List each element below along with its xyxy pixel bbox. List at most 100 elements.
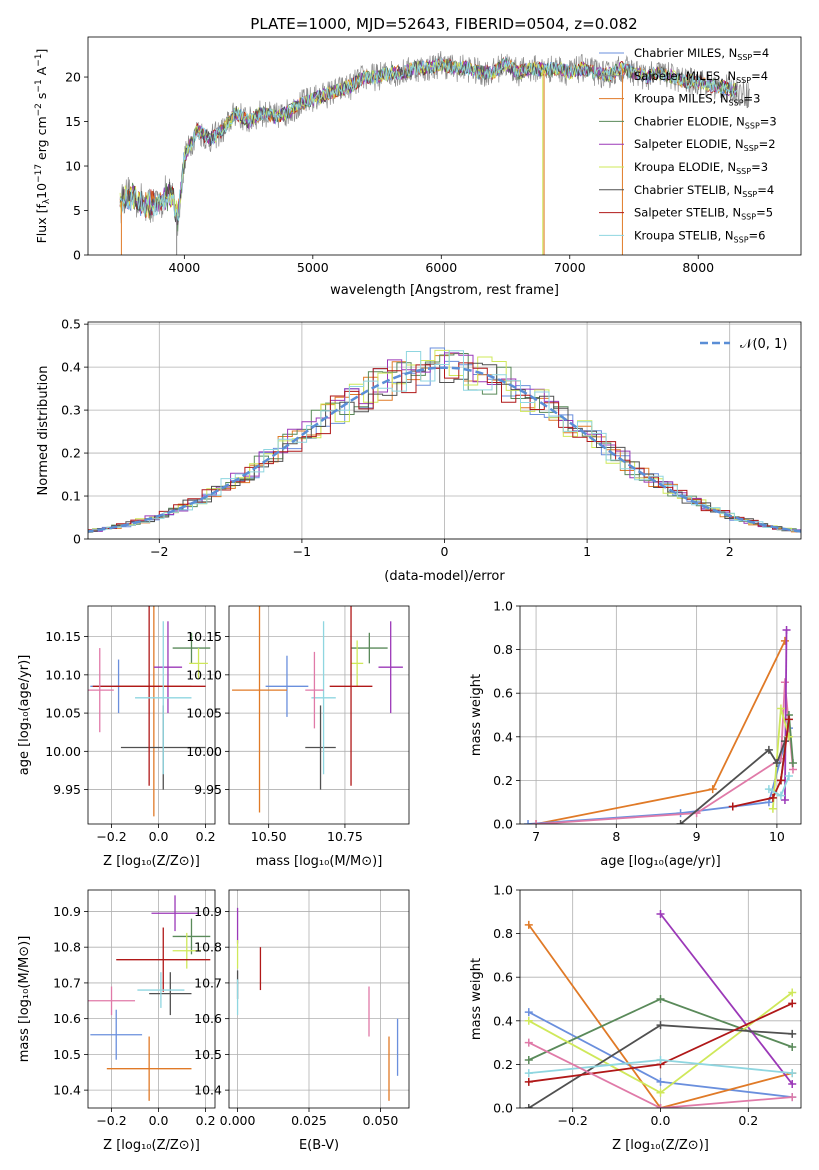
x-axis-label: Z [log₁₀(Z/Z⊙)]	[103, 854, 200, 869]
legend-entry-part: SSP	[734, 235, 749, 244]
y-tick-label: 0.6	[493, 970, 513, 985]
legend-entry: Chabrier MILES, NSSP=4	[634, 46, 769, 62]
plot-area	[88, 347, 801, 534]
weight-marker	[656, 1056, 665, 1065]
x-tick-label: 6000	[425, 260, 457, 275]
y-tick-label: 0.0	[493, 1101, 513, 1116]
spectrum-panel: 4000 5000 6000 7000 8000 0 5 10 15 20 wavelength […	[34, 36, 802, 298]
weight-marker	[780, 796, 789, 805]
y-tick-label: 10.7	[194, 975, 222, 990]
weight-line	[784, 629, 788, 801]
figure-title: PLATE=1000, MJD=52643, FIBERID=0504, z=0…	[250, 15, 637, 33]
weight-marker	[788, 988, 797, 997]
legend-entry-part: Salpeter ELODIE, N	[634, 137, 744, 151]
weight-marker	[656, 995, 665, 1003]
legend-entry: Salpeter MILES, NSSP=4	[634, 69, 768, 85]
legend-entry-part: SSP	[736, 167, 751, 176]
x-tick-label: −2	[150, 544, 168, 559]
y-axis-label-part: −1	[34, 54, 44, 67]
y-axis-label-part: λ	[42, 198, 52, 204]
y-axis-label: Flux [fλ10−17 erg cm−2 s−1 A−1]	[34, 49, 52, 244]
x-tick-label: 7	[532, 829, 540, 844]
y-tick-label: 10.8	[194, 940, 222, 955]
weight-marker	[780, 678, 789, 687]
weight-marker	[524, 1016, 533, 1025]
x-tick-label: −0.2	[558, 1113, 588, 1128]
x-tick-label: −0.2	[96, 829, 126, 844]
plot-area	[88, 606, 211, 817]
y-tick-label: 0	[73, 248, 81, 263]
x-tick-label: 1	[583, 544, 591, 559]
weight-marker	[788, 758, 797, 767]
legend-entry: 𝒩(0, 1)	[740, 337, 787, 352]
weight-marker	[524, 920, 533, 929]
y-tick-label: 10.8	[53, 940, 81, 955]
y-tick-label: 10.5	[194, 1047, 222, 1062]
x-tick-label: 0.0	[651, 1113, 671, 1128]
y-axis-label-part: ]	[34, 49, 49, 54]
legend-entry-part: Salpeter STELIB, N	[634, 206, 741, 220]
y-tick-label: 1.0	[493, 599, 513, 614]
plot-area	[524, 625, 797, 824]
weight-marker	[788, 1080, 797, 1089]
y-tick-label: 0.4	[61, 360, 81, 375]
y-tick-label: 0.2	[61, 446, 81, 461]
y-axis-label: age [log₁₀(age/yr)]	[17, 655, 32, 776]
weight-line	[528, 1041, 793, 1108]
x-tick-label: 0.025	[291, 1113, 327, 1128]
legend-entry: Kroupa MILES, NSSP=3	[634, 92, 760, 108]
legend-entry: Chabrier ELODIE, NSSP=3	[634, 114, 777, 130]
age-vs-metallicity-panel: −0.2 0.0 0.2 9.95 10.00 10.05 10.10 10.15 Z [log…	[17, 605, 216, 869]
y-tick-label: 0.8	[493, 926, 513, 941]
y-tick-label: 10.00	[45, 744, 81, 759]
weight-line	[659, 913, 793, 1085]
x-tick-label: 2	[726, 544, 734, 559]
y-tick-label: 1.0	[493, 883, 513, 898]
weight-marker	[784, 715, 793, 724]
x-tick-label: 5000	[297, 260, 329, 275]
residual-histogram-panel: −2 −1 0 1 2 0 0.1 0.2 0.3 0.4 0.5 (data-model)/erro…	[36, 317, 802, 584]
y-axis-label-part: 10	[34, 183, 49, 199]
x-tick-label: 0.2	[196, 829, 216, 844]
y-tick-label: 10.9	[194, 904, 222, 919]
legend-entry-part: =5	[756, 206, 773, 220]
y-tick-label: 10.7	[53, 975, 81, 990]
y-tick-label: 0.3	[61, 403, 81, 418]
y-tick-label: 10.5	[53, 1047, 81, 1062]
x-tick-label: 0.0	[149, 829, 169, 844]
legend-entry-part: SSP	[729, 99, 744, 108]
y-tick-label: 10.10	[45, 667, 81, 682]
legend-entry-part: =4	[757, 183, 774, 197]
weight-marker	[524, 1008, 533, 1017]
y-tick-label: 0.2	[493, 773, 513, 788]
x-tick-label: 9	[693, 829, 701, 844]
legend-entry: Salpeter STELIB, NSSP=5	[634, 206, 773, 222]
x-axis-label: E(B-V)	[299, 1138, 339, 1153]
axes-frame	[87, 36, 802, 256]
weight-marker	[788, 1042, 797, 1051]
weight-marker	[676, 809, 685, 818]
x-tick-label: 0.000	[220, 1113, 256, 1128]
y-tick-label: 9.95	[194, 782, 222, 797]
y-axis-label-part: −17	[34, 164, 44, 183]
x-axis-label: (data-model)/error	[384, 569, 505, 584]
axes-frame	[228, 889, 410, 1109]
y-tick-label: 0.2	[493, 1057, 513, 1072]
x-tick-label: 0.2	[738, 1113, 758, 1128]
weight-marker	[524, 1077, 533, 1086]
weight-marker	[676, 820, 685, 824]
plot-area	[232, 606, 403, 813]
histogram-step	[88, 362, 801, 534]
mass-vs-metallicity-panel: −0.2 0.0 0.2 10.4 10.5 10.6 10.7 10.8 10.9 Z [log…	[17, 889, 216, 1153]
weight-marker	[728, 802, 737, 811]
weight-marker	[776, 791, 785, 800]
x-tick-label: 0	[441, 544, 449, 559]
mass-weight-vs-metallicity-panel: −0.2 0.0 0.2 0.0 0.2 0.4 0.6 0.8 1.0 Z [log₁₀(Z/Z…	[469, 883, 802, 1153]
y-tick-label: 5	[73, 203, 81, 218]
y-tick-label: 10.05	[45, 706, 81, 721]
y-axis-label: mass weight	[469, 674, 484, 756]
plot-area	[88, 895, 211, 1101]
y-tick-label: 0.0	[493, 817, 513, 832]
y-axis-label-part: erg cm	[34, 116, 49, 164]
weight-marker	[772, 758, 781, 767]
